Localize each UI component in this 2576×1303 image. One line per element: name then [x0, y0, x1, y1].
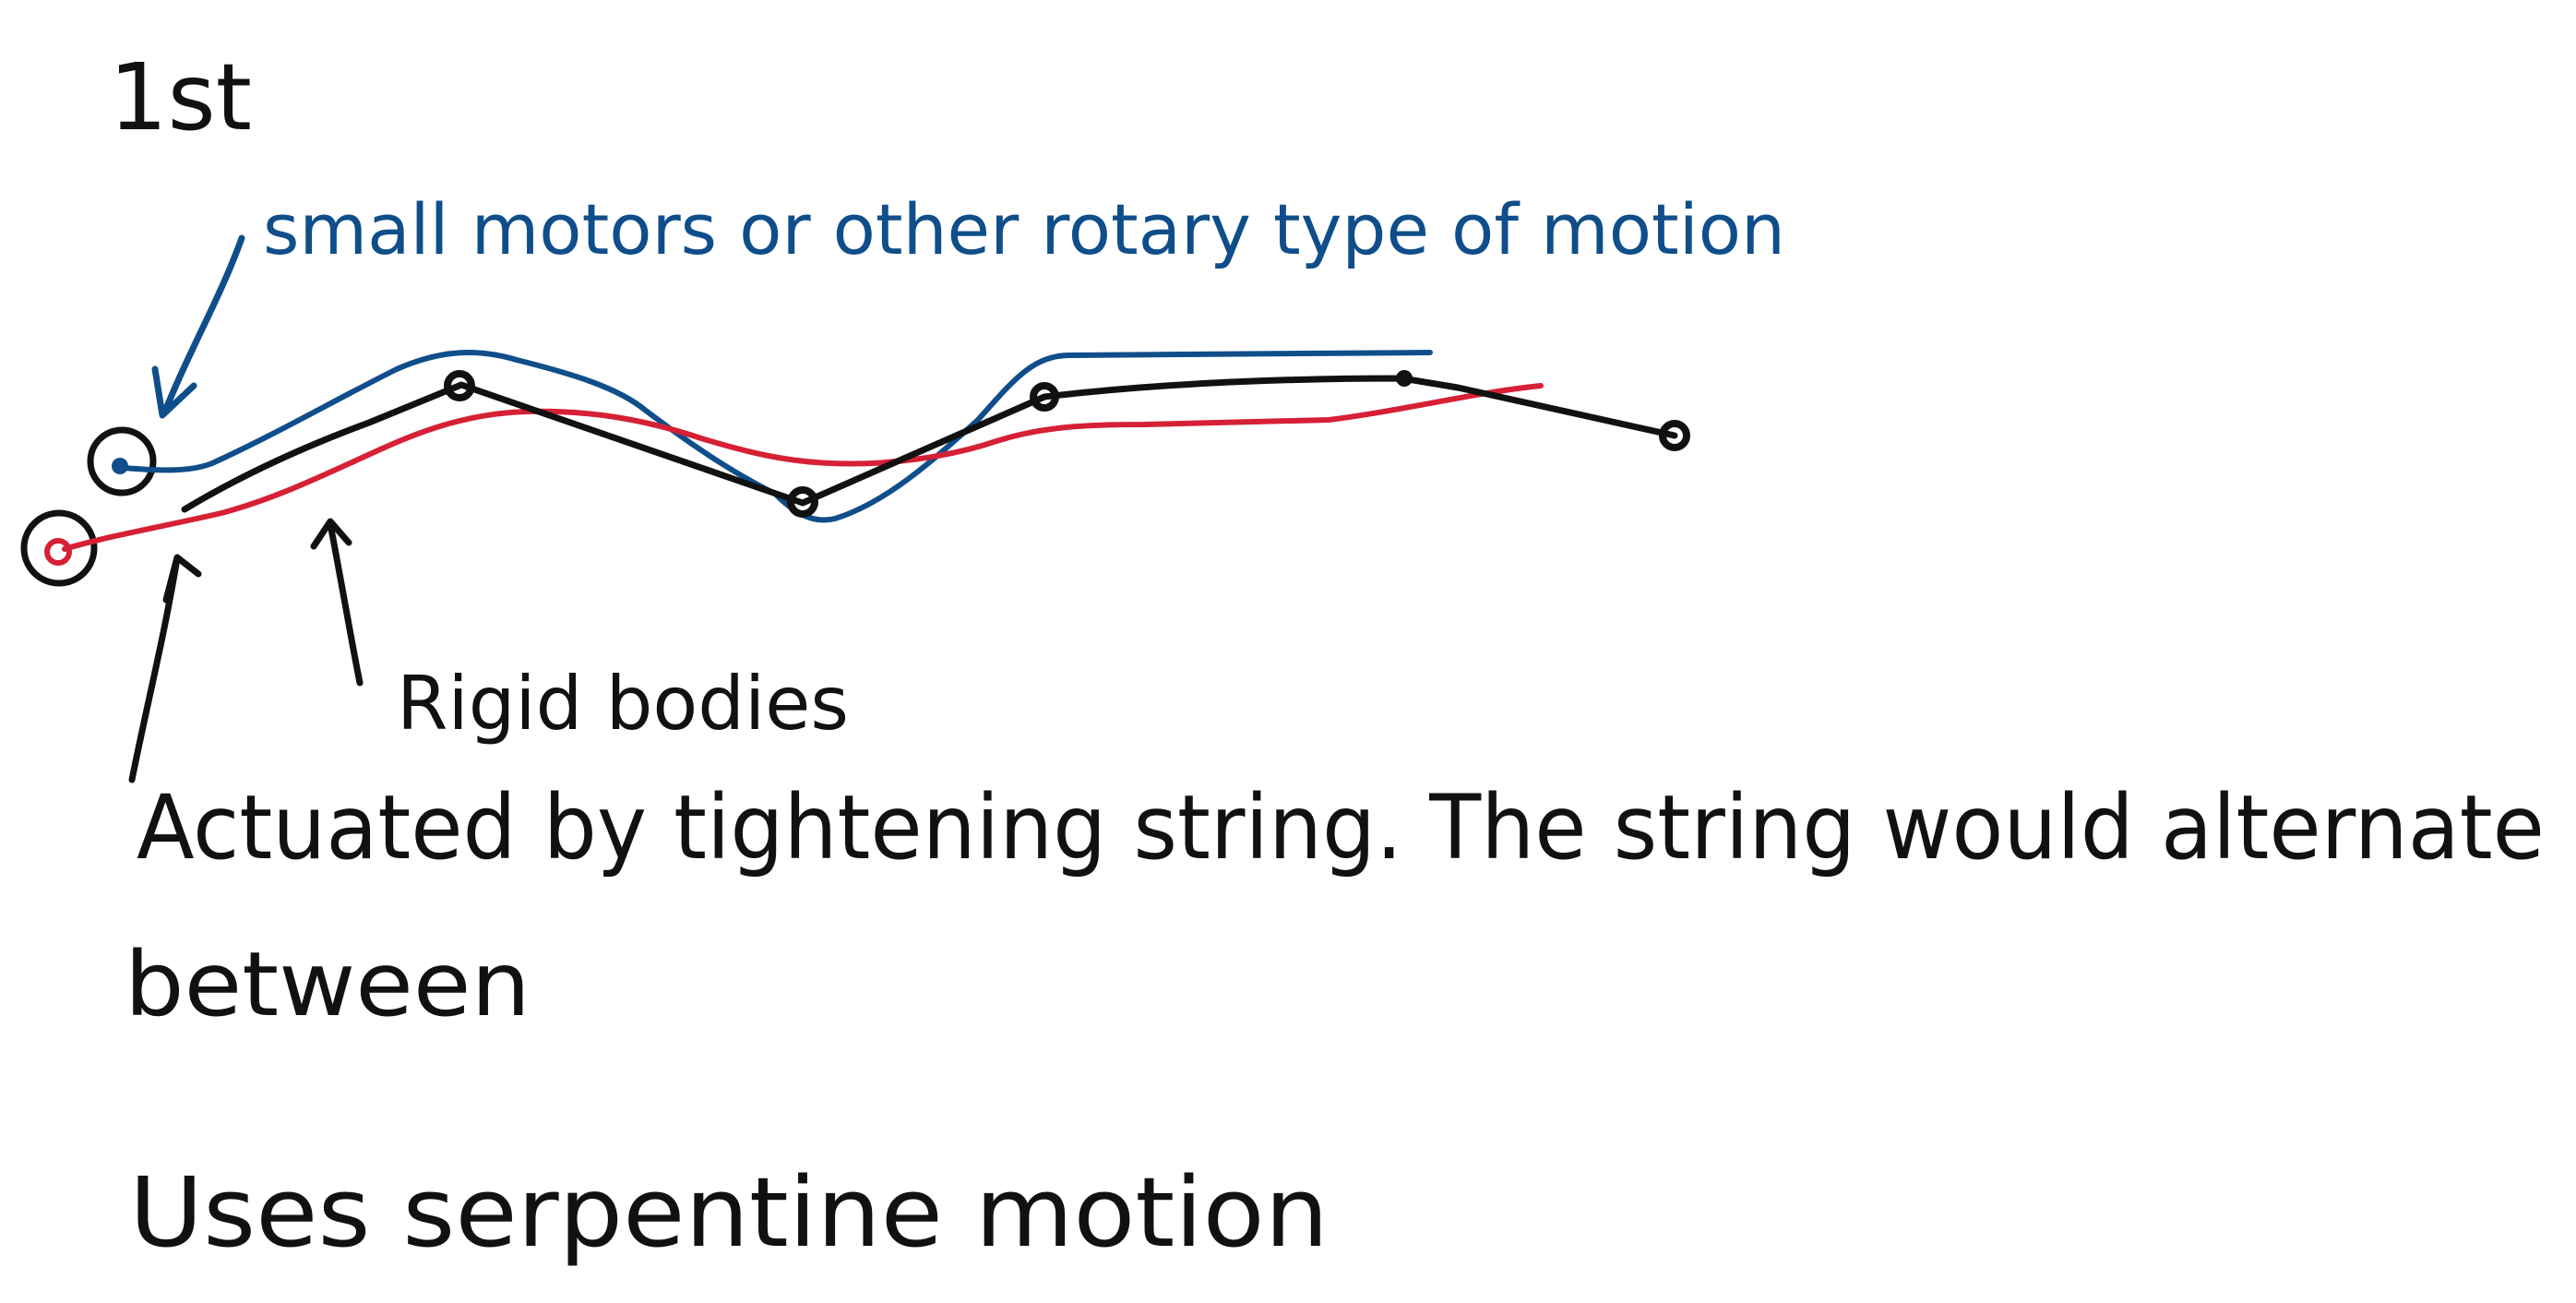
rigid-arrow-shaft — [327, 520, 364, 687]
joint-4-dot — [1396, 370, 1413, 387]
motor-arrow-shaft — [161, 234, 245, 417]
actuated-line1-text: Actuated by tightening string. The strin… — [137, 776, 2545, 879]
actuated-arrow-head — [162, 554, 202, 604]
red-motor-circle — [20, 509, 98, 587]
motor-note-text: small motors or other rotary type of mot… — [263, 188, 1785, 270]
blue-motor-circle — [87, 426, 157, 496]
rigid-arrow-head — [310, 518, 352, 550]
joint-3-dot — [1030, 382, 1059, 412]
serpentine-note-text: Uses serpentine motion — [129, 1156, 1329, 1269]
rigid-body-chain — [181, 375, 1678, 513]
rigid-bodies-text: Rigid bodies — [397, 661, 849, 747]
blue-string-line — [122, 349, 1433, 523]
motor-arrow-head — [151, 365, 197, 419]
heading-text: 1st — [109, 43, 252, 151]
actuated-line2-text: between — [125, 933, 531, 1036]
red-string-line — [62, 383, 1544, 552]
joint-2-dot — [787, 486, 818, 518]
red-motor-dot — [44, 538, 72, 566]
joint-1-dot — [444, 370, 475, 401]
joint-5-dot — [1659, 420, 1690, 451]
